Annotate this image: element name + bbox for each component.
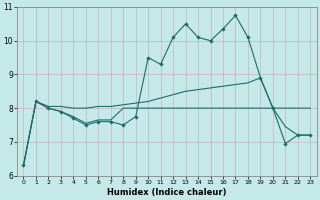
X-axis label: Humidex (Indice chaleur): Humidex (Indice chaleur) (107, 188, 227, 197)
